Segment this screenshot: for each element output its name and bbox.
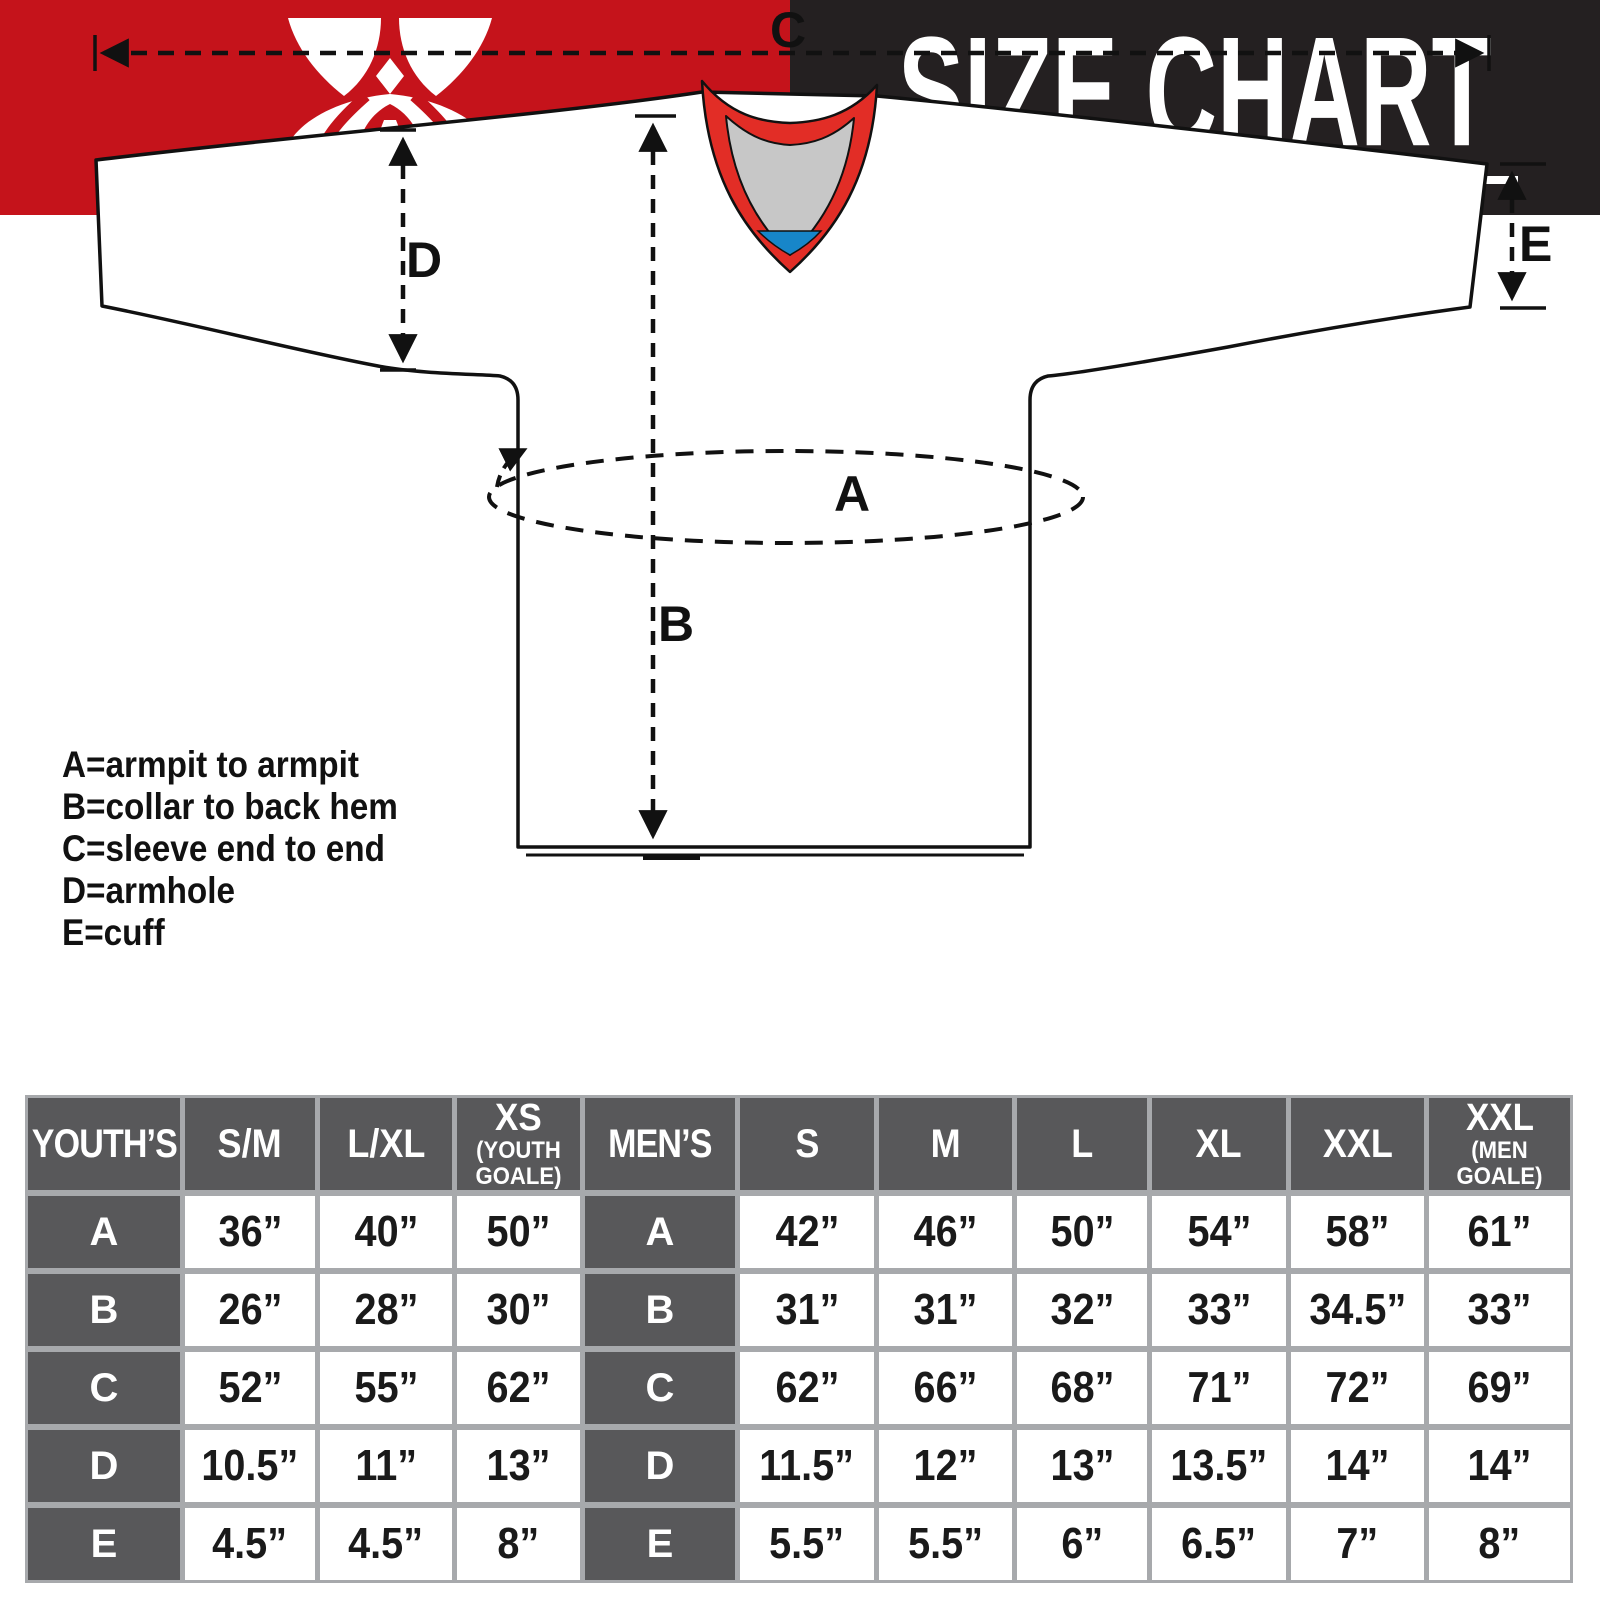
youth-row-label-e: E	[28, 1508, 180, 1580]
men-b-xxl: 34.5”	[1291, 1274, 1424, 1346]
label-d: D	[406, 232, 442, 288]
youth-e-goalie: 8”	[457, 1508, 580, 1580]
youth-b-goalie: 30”	[457, 1274, 580, 1346]
youth-col-goalie: XS (YOUTH GOALE)	[457, 1098, 580, 1190]
arrow-a	[487, 448, 1085, 545]
men-d-goalie: 14”	[1429, 1430, 1570, 1502]
men-row-label-e: E	[585, 1508, 735, 1580]
legend-line-c: C=sleeve end to end	[62, 828, 385, 869]
men-col-xxl: XXL	[1291, 1098, 1424, 1190]
youth-section-header: YOUTH’S	[28, 1098, 180, 1190]
men-col-goalie: XXL (MEN GOALE)	[1429, 1098, 1570, 1190]
men-col-xl: XL	[1152, 1098, 1286, 1190]
men-goalie-note: (MEN GOALE)	[1456, 1137, 1543, 1190]
legend-line-b: B=collar to back hem	[62, 786, 398, 827]
legend-line-e: E=cuff	[62, 912, 165, 953]
youth-row-label-b: B	[28, 1274, 180, 1346]
jersey-collar	[700, 79, 879, 274]
youth-goalie-size: XS	[495, 1097, 542, 1139]
men-e-xl: 6.5”	[1152, 1508, 1286, 1580]
legend-line-a: A=armpit to armpit	[62, 744, 359, 785]
men-d-s: 11.5”	[740, 1430, 874, 1502]
men-d-xl: 13.5”	[1152, 1430, 1286, 1502]
men-c-m: 66”	[879, 1352, 1012, 1424]
arrow-d	[380, 128, 418, 372]
men-c-s: 62”	[740, 1352, 874, 1424]
legend-line-d: D=armhole	[62, 870, 236, 911]
measurement-legend: A=armpit to armpit B=collar to back hem …	[62, 744, 398, 954]
youth-d-goalie: 13”	[457, 1430, 580, 1502]
arrow-c	[93, 35, 1491, 71]
youth-e-sm: 4.5”	[185, 1508, 315, 1580]
men-a-l: 50”	[1017, 1196, 1147, 1268]
men-b-s: 31”	[740, 1274, 874, 1346]
label-c: C	[770, 2, 806, 58]
men-row-label-d: D	[585, 1430, 735, 1502]
men-a-s: 42”	[740, 1196, 874, 1268]
youth-a-lxl: 40”	[320, 1196, 452, 1268]
men-section-header: MEN’S	[585, 1098, 735, 1190]
men-c-goalie: 69”	[1429, 1352, 1570, 1424]
men-d-l: 13”	[1017, 1430, 1147, 1502]
youth-b-sm: 26”	[185, 1274, 315, 1346]
men-col-l: L	[1017, 1098, 1147, 1190]
men-e-l: 6”	[1017, 1508, 1147, 1580]
arrow-e	[1497, 162, 1546, 310]
youth-c-goalie: 62”	[457, 1352, 580, 1424]
men-e-xxl: 7”	[1291, 1508, 1424, 1580]
label-b: B	[658, 596, 694, 652]
men-row-label-c: C	[585, 1352, 735, 1424]
youth-c-sm: 52”	[185, 1352, 315, 1424]
men-row-label-b: B	[585, 1274, 735, 1346]
youth-d-sm: 10.5”	[185, 1430, 315, 1502]
youth-b-lxl: 28”	[320, 1274, 452, 1346]
men-a-goalie: 61”	[1429, 1196, 1570, 1268]
men-e-s: 5.5”	[740, 1508, 874, 1580]
men-a-xl: 54”	[1152, 1196, 1286, 1268]
men-b-l: 32”	[1017, 1274, 1147, 1346]
youth-a-sm: 36”	[185, 1196, 315, 1268]
men-e-goalie: 8”	[1429, 1508, 1570, 1580]
youth-d-lxl: 11”	[320, 1430, 452, 1502]
jersey-outline	[94, 90, 1489, 849]
collar-inner-gray	[725, 115, 855, 256]
men-a-m: 46”	[879, 1196, 1012, 1268]
arrow-b	[635, 114, 700, 860]
youth-e-lxl: 4.5”	[320, 1508, 452, 1580]
label-e: E	[1519, 216, 1552, 272]
youth-col-lxl: L/XL	[320, 1098, 452, 1190]
men-b-m: 31”	[879, 1274, 1012, 1346]
men-b-xl: 33”	[1152, 1274, 1286, 1346]
men-d-m: 12”	[879, 1430, 1012, 1502]
jersey-measurement-diagram: C D B A E	[93, 2, 1552, 860]
label-a: A	[834, 466, 870, 522]
men-c-xl: 71”	[1152, 1352, 1286, 1424]
men-b-goalie: 33”	[1429, 1274, 1570, 1346]
men-e-m: 5.5”	[879, 1508, 1012, 1580]
men-col-s: S	[740, 1098, 874, 1190]
youth-c-lxl: 55”	[320, 1352, 452, 1424]
youth-goalie-note: (YOUTH GOALE)	[475, 1137, 562, 1190]
youth-a-goalie: 50”	[457, 1196, 580, 1268]
men-d-xxl: 14”	[1291, 1430, 1424, 1502]
men-c-xxl: 72”	[1291, 1352, 1424, 1424]
youth-row-label-d: D	[28, 1430, 180, 1502]
men-c-l: 68”	[1017, 1352, 1147, 1424]
youth-row-label-c: C	[28, 1352, 180, 1424]
youth-row-label-a: A	[28, 1196, 180, 1268]
men-col-m: M	[879, 1098, 1012, 1190]
men-goalie-size: XXL	[1465, 1097, 1534, 1139]
men-a-xxl: 58”	[1291, 1196, 1424, 1268]
youth-col-sm: S/M	[185, 1098, 315, 1190]
men-row-label-a: A	[585, 1196, 735, 1268]
size-table: YOUTH’S S/M L/XL XS (YOUTH GOALE) MEN’S …	[25, 1095, 1573, 1583]
collar-blue-insert	[756, 230, 823, 256]
